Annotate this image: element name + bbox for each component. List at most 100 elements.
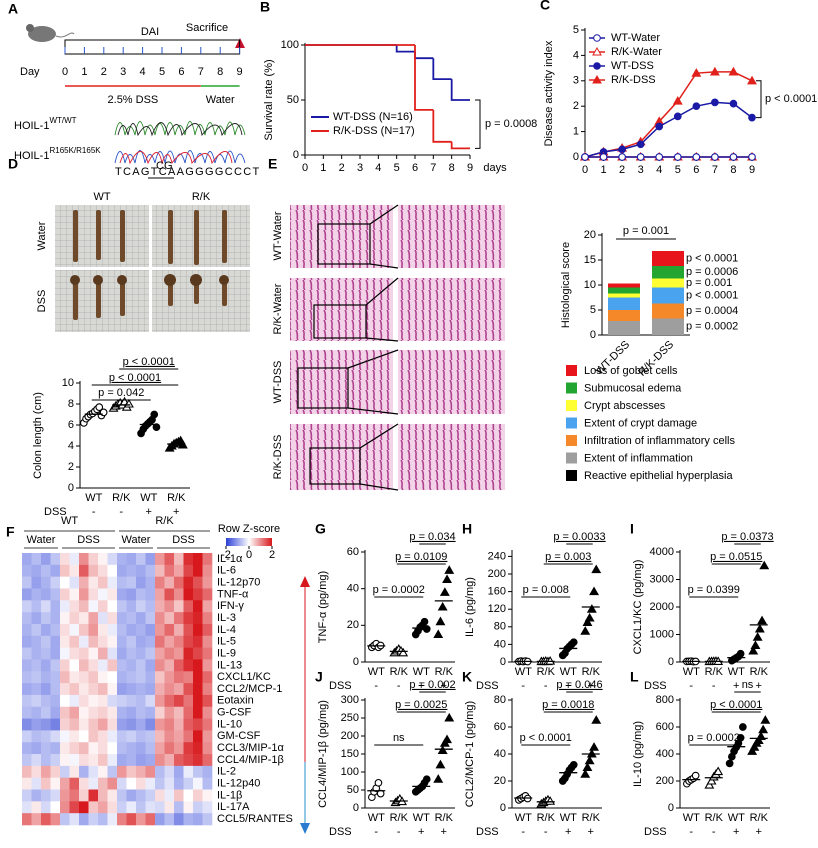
point xyxy=(591,564,602,574)
bar-segment xyxy=(608,310,640,321)
heat-cell xyxy=(193,813,203,826)
heat-cell xyxy=(117,564,127,577)
row-label: IL-6 xyxy=(217,565,236,577)
heat-cell xyxy=(145,694,156,708)
heat-cell xyxy=(174,564,184,577)
heat-cell xyxy=(202,647,213,660)
heat-cell xyxy=(145,612,156,625)
heat-cell xyxy=(193,765,203,778)
dss-label: DSS xyxy=(644,680,667,692)
y-axis-label: IL-10 (pg/mg) xyxy=(632,721,644,787)
heat-cell xyxy=(164,706,175,719)
y-tick-label: 0 xyxy=(68,482,74,494)
panel-label: E xyxy=(268,156,277,172)
heat-cell xyxy=(60,730,70,743)
legend-marker xyxy=(593,62,601,70)
sacrifice-label: Sacrifice xyxy=(186,22,228,34)
heat-cell xyxy=(117,576,127,589)
x-tick-label: 1 xyxy=(320,162,326,174)
heat-cell xyxy=(117,777,127,790)
heat-cell xyxy=(155,730,165,743)
heat-cell xyxy=(50,801,61,814)
bar-segment xyxy=(608,283,640,288)
heat-cell xyxy=(155,801,165,814)
survival-step xyxy=(432,109,452,143)
heat-cell xyxy=(69,659,80,672)
heat-cell xyxy=(88,789,99,802)
heat-cell xyxy=(22,564,32,577)
heat-cell xyxy=(69,635,80,648)
segment-p-value: p = 0.001 xyxy=(686,277,732,289)
y-tick-label: 20 xyxy=(494,775,506,787)
x-tick-label: WT xyxy=(140,492,157,504)
heat-cell xyxy=(145,671,156,684)
heat-cell xyxy=(50,706,61,719)
heat-cell xyxy=(60,635,70,648)
heat-cell xyxy=(107,706,118,719)
heat-cell xyxy=(88,623,99,637)
water-label: Water xyxy=(206,94,235,106)
heat-cell xyxy=(183,671,194,684)
heat-cell xyxy=(31,553,42,566)
day-number: 9 xyxy=(237,66,243,78)
genotype-sup: R165K/R165K xyxy=(49,146,101,155)
heat-cell xyxy=(164,730,175,743)
heat-cell xyxy=(117,623,127,637)
dss-sign: + xyxy=(565,826,571,838)
p-value: p = 0.046 xyxy=(556,679,602,691)
heat-cell xyxy=(31,754,42,767)
y-tick-label: 200 xyxy=(488,568,506,580)
x-tick-label: R/K xyxy=(167,492,186,504)
heat-cell xyxy=(155,777,165,790)
dss-sign: + xyxy=(588,826,594,838)
heat-cell xyxy=(41,754,51,767)
x-tick-label: 6 xyxy=(693,164,699,176)
heat-cell xyxy=(145,789,156,802)
heat-cell xyxy=(155,718,165,731)
heat-cell xyxy=(202,789,213,802)
heat-cell xyxy=(164,683,175,696)
heat-cell xyxy=(202,683,213,696)
p-value: p < 0.0001 xyxy=(520,732,572,744)
heat-cell xyxy=(174,553,184,566)
dss-sign: + xyxy=(441,826,447,838)
point xyxy=(584,755,595,765)
heat-cell xyxy=(183,683,194,696)
heat-cell xyxy=(31,789,42,802)
heat-cell xyxy=(126,754,137,767)
heat-cell xyxy=(164,564,175,577)
heat-cell xyxy=(193,600,203,613)
panel-label: B xyxy=(260,0,270,15)
heat-cell xyxy=(136,789,146,802)
row-label: Eotaxin xyxy=(217,695,254,707)
heat-cell xyxy=(98,647,108,660)
heat-cell xyxy=(193,671,203,684)
legend-marker xyxy=(592,74,602,84)
heat-cell xyxy=(69,576,80,589)
heat-cell xyxy=(98,564,108,577)
dss-sign: + xyxy=(756,680,762,692)
point xyxy=(444,712,455,722)
heat-cell xyxy=(79,742,89,755)
heat-cell xyxy=(41,588,51,601)
survival-step xyxy=(450,79,470,101)
survival-step xyxy=(450,141,470,150)
heat-cell xyxy=(136,576,146,589)
heat-cell xyxy=(60,588,70,601)
heat-cell xyxy=(117,765,127,778)
x-tick-label: R/K xyxy=(390,812,409,824)
dss-label: 2.5% DSS xyxy=(108,94,159,106)
point xyxy=(374,778,383,787)
bar-segment xyxy=(608,321,640,335)
heat-cell xyxy=(79,576,89,589)
point xyxy=(435,759,446,769)
heat-cell xyxy=(107,730,118,743)
x-tick-label: 2 xyxy=(619,164,625,176)
heat-cell xyxy=(202,813,213,826)
heat-cell xyxy=(98,612,108,625)
heat-cell xyxy=(164,647,175,660)
heat-cell xyxy=(193,576,203,589)
heat-cell xyxy=(126,647,137,660)
heat-cell xyxy=(50,635,61,648)
heat-cell xyxy=(183,742,194,755)
